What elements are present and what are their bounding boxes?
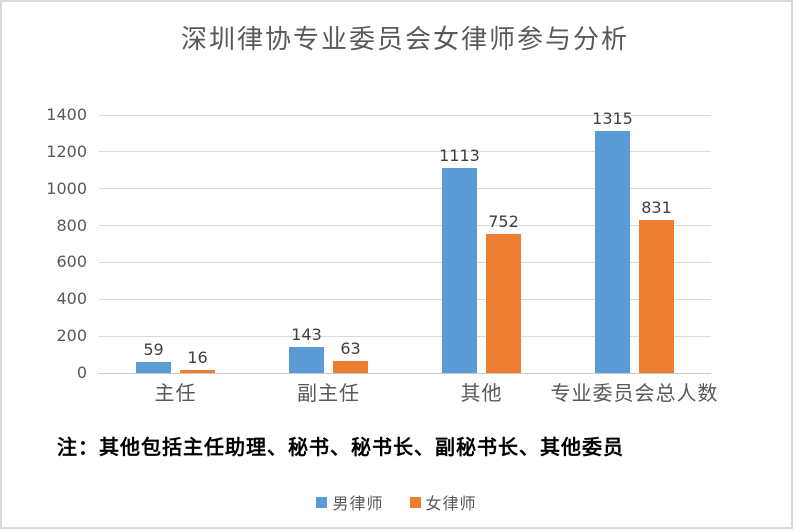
- gridline: [99, 261, 711, 263]
- bar-male-lawyers-cat3: [595, 130, 630, 373]
- y-axis-tick-label: 400: [56, 289, 87, 309]
- y-axis-tick-label: 1000: [46, 178, 87, 198]
- bar-value-label: 752: [488, 212, 519, 232]
- legend-label: 男律师: [332, 494, 384, 513]
- y-axis-tick-label: 1400: [46, 105, 87, 124]
- bar-male-lawyers-cat0: [136, 362, 171, 373]
- x-axis-line: [99, 372, 711, 374]
- chart-title: 深圳律协专业委员会女律师参与分析: [180, 25, 629, 55]
- legend-item-male-lawyers: 男律师: [316, 490, 383, 514]
- legend-swatch-icon: [409, 496, 421, 508]
- bar-male-lawyers-cat2: [442, 167, 477, 373]
- y-axis-tick-label: 0: [76, 363, 87, 382]
- legend: 男律师 女律师: [2, 490, 791, 514]
- x-axis-category-label: 副主任: [297, 381, 360, 405]
- bar-value-label: 59: [143, 340, 164, 360]
- gridline: [99, 298, 711, 300]
- y-axis-tick-label: 800: [56, 215, 87, 235]
- x-axis-category-label: 专业委员会总人数: [550, 381, 719, 405]
- gridline: [99, 114, 711, 116]
- legend-swatch-icon: [316, 496, 328, 508]
- bar-female-lawyers-cat3: [639, 219, 674, 373]
- gridline: [99, 225, 711, 227]
- x-axis-category-label: 主任: [154, 381, 197, 405]
- legend-label: 女律师: [425, 494, 477, 513]
- gridline: [99, 188, 711, 190]
- bar-value-label: 1113: [439, 145, 480, 165]
- y-axis-tick-label: 1200: [46, 141, 87, 161]
- bar-female-lawyers-cat2: [486, 234, 521, 373]
- bar-value-label: 63: [340, 339, 361, 359]
- bar-value-label: 16: [187, 348, 208, 368]
- footnote-text: 注：其他包括主任助理、秘书、秘书长、副秘书长、其他委员: [57, 435, 624, 459]
- legend-item-female-lawyers: 女律师: [409, 490, 477, 514]
- bar-male-lawyers-cat1: [289, 346, 324, 373]
- bar-female-lawyers-cat1: [333, 361, 368, 373]
- gridline: [99, 335, 711, 337]
- plot-area: 59 16 143 63 1113 752 1315 831: [99, 109, 711, 374]
- bar-female-lawyers-cat0: [180, 370, 215, 373]
- x-axis-category-label: 其他: [460, 381, 503, 405]
- bar-value-label: 1315: [592, 108, 633, 128]
- bar-value-label: 831: [641, 197, 672, 217]
- y-axis-tick-label: 600: [56, 252, 87, 272]
- bar-value-label: 143: [291, 324, 322, 344]
- y-axis-tick-label: 200: [56, 326, 87, 346]
- gridline: [99, 151, 711, 153]
